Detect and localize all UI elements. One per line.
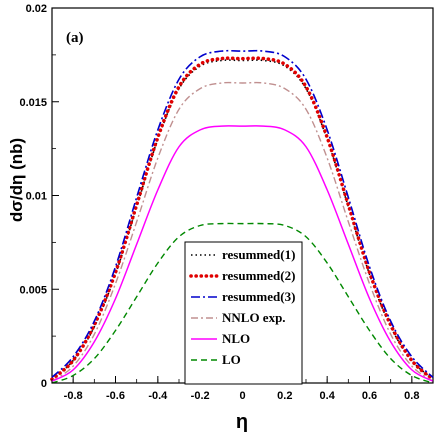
y-tick-label: 0 [41, 378, 47, 390]
x-tick-label: -0.2 [191, 390, 210, 402]
y-tick-label: 0.005 [19, 284, 47, 296]
series-line-nnlo-exp [51, 81, 434, 382]
legend-label: resummed(1) [222, 247, 295, 262]
legend-label: LO [222, 352, 241, 367]
y-tick-label: 0.01 [26, 191, 47, 203]
x-tick-label: -0.8 [64, 390, 83, 402]
legend-label: resummed(2) [222, 268, 295, 283]
y-tick-label: 0.015 [19, 97, 47, 109]
series-line-lo [51, 222, 434, 384]
y-axis-title: dσ/dη (nb) [7, 138, 26, 222]
x-tick-label: 0.8 [404, 390, 419, 402]
x-tick-label: 0 [239, 390, 245, 402]
y-tick-label: 0.02 [26, 3, 47, 15]
legend-label: NNLO exp. [222, 310, 286, 325]
series-line-resummed-1 [51, 59, 434, 380]
legend-label: NLO [222, 331, 250, 346]
series-line-nlo [51, 125, 434, 382]
series-line-resummed-2 [50, 56, 435, 382]
x-tick-label: 0.2 [277, 390, 292, 402]
x-tick-label: -0.6 [106, 390, 125, 402]
panel-label: (a) [66, 30, 84, 46]
x-tick-label: 0.4 [320, 390, 336, 402]
x-tick-label: -0.4 [148, 390, 168, 402]
legend: resummed(1) resummed(2) resummed(3) NNLO ex… [184, 241, 303, 385]
x-tick-label: 0.6 [362, 390, 377, 402]
x-axis-title: η [236, 411, 248, 433]
legend-label: resummed(3) [222, 289, 295, 304]
